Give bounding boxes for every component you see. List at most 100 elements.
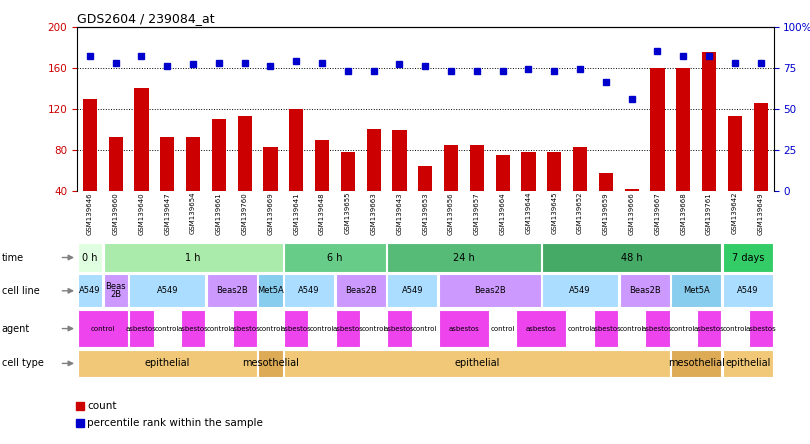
Bar — [109, 136, 123, 191]
Text: GSM139668: GSM139668 — [680, 192, 686, 235]
Bar — [387, 243, 540, 272]
Bar — [258, 310, 283, 347]
Text: GSM139647: GSM139647 — [164, 192, 170, 234]
Text: 7 days: 7 days — [731, 253, 764, 262]
Text: control: control — [568, 325, 592, 332]
Bar — [470, 145, 484, 191]
Bar — [83, 99, 97, 191]
Text: count: count — [87, 401, 117, 411]
Text: GSM139649: GSM139649 — [757, 192, 764, 234]
Text: GSM139648: GSM139648 — [319, 192, 325, 234]
Bar — [130, 274, 205, 307]
Text: Beas2B: Beas2B — [345, 286, 377, 295]
Bar — [207, 310, 231, 347]
Text: agent: agent — [2, 324, 30, 333]
Text: GSM139656: GSM139656 — [448, 192, 454, 234]
Text: GSM139641: GSM139641 — [293, 192, 299, 234]
Bar — [542, 274, 618, 307]
Bar — [263, 147, 278, 191]
Bar — [207, 274, 257, 307]
Bar — [723, 243, 773, 272]
Text: GSM139663: GSM139663 — [371, 192, 377, 235]
Text: A549: A549 — [298, 286, 320, 295]
Bar — [599, 174, 613, 191]
Bar — [676, 68, 690, 191]
Bar — [134, 88, 148, 191]
Bar — [568, 310, 592, 347]
Text: GSM139642: GSM139642 — [732, 192, 738, 234]
Text: asbestos: asbestos — [177, 325, 208, 332]
Text: asbestos: asbestos — [526, 325, 556, 332]
Bar — [625, 189, 639, 191]
Text: GSM139645: GSM139645 — [552, 192, 557, 234]
Text: control: control — [310, 325, 335, 332]
Bar — [671, 350, 721, 377]
Text: GSM139661: GSM139661 — [215, 192, 222, 235]
Text: GSM139644: GSM139644 — [526, 192, 531, 234]
Text: control: control — [491, 325, 515, 332]
Text: control: control — [620, 325, 644, 332]
Text: epithelial: epithelial — [454, 358, 500, 369]
Bar — [547, 152, 561, 191]
Bar — [723, 274, 773, 307]
Text: control: control — [723, 325, 747, 332]
Text: cell type: cell type — [2, 358, 44, 369]
Bar — [156, 310, 179, 347]
Bar — [646, 310, 670, 347]
Text: A549: A549 — [79, 286, 100, 295]
Text: A549: A549 — [569, 286, 590, 295]
Bar — [186, 136, 200, 191]
Text: percentile rank within the sample: percentile rank within the sample — [87, 418, 263, 428]
Bar — [284, 274, 335, 307]
Text: GSM139666: GSM139666 — [629, 192, 635, 235]
Bar — [496, 155, 509, 191]
Bar — [284, 243, 386, 272]
Bar — [258, 274, 283, 307]
Text: asbestos: asbestos — [384, 325, 415, 332]
Bar — [723, 350, 773, 377]
Text: 6 h: 6 h — [327, 253, 343, 262]
Bar — [284, 350, 670, 377]
Bar — [258, 350, 283, 377]
Bar — [671, 274, 721, 307]
Text: 48 h: 48 h — [620, 253, 642, 262]
Text: GSM139640: GSM139640 — [139, 192, 144, 234]
Text: control: control — [258, 325, 283, 332]
Bar — [130, 310, 154, 347]
Bar — [315, 139, 329, 191]
Bar — [361, 310, 386, 347]
Bar — [160, 136, 174, 191]
Text: epithelial: epithelial — [725, 358, 770, 369]
Text: GSM139653: GSM139653 — [422, 192, 428, 234]
Text: Met5A: Met5A — [257, 286, 283, 295]
Bar — [444, 145, 458, 191]
Bar — [439, 274, 540, 307]
Bar — [78, 243, 102, 272]
Text: mesothelial: mesothelial — [242, 358, 299, 369]
Text: asbestos: asbestos — [126, 325, 157, 332]
Text: mesothelial: mesothelial — [667, 358, 725, 369]
Text: Beas2B: Beas2B — [474, 286, 505, 295]
Text: GSM139657: GSM139657 — [474, 192, 480, 234]
Text: asbestos: asbestos — [229, 325, 260, 332]
Bar — [439, 310, 489, 347]
Text: GSM139669: GSM139669 — [267, 192, 274, 235]
Text: control: control — [207, 325, 231, 332]
Text: Beas2B: Beas2B — [629, 286, 660, 295]
Text: control: control — [671, 325, 696, 332]
Text: 1 h: 1 h — [185, 253, 201, 262]
Bar — [78, 274, 102, 307]
Text: GDS2604 / 239084_at: GDS2604 / 239084_at — [77, 12, 215, 25]
Text: Beas2B: Beas2B — [216, 286, 248, 295]
Bar — [232, 310, 257, 347]
Bar — [573, 147, 587, 191]
Bar — [542, 243, 721, 272]
Bar — [516, 310, 566, 347]
Text: GSM139646: GSM139646 — [87, 192, 93, 234]
Text: GSM139659: GSM139659 — [603, 192, 609, 234]
Bar — [727, 116, 742, 191]
Text: Beas
2B: Beas 2B — [105, 282, 126, 299]
Bar — [723, 310, 747, 347]
Bar — [671, 310, 695, 347]
Bar — [522, 152, 535, 191]
